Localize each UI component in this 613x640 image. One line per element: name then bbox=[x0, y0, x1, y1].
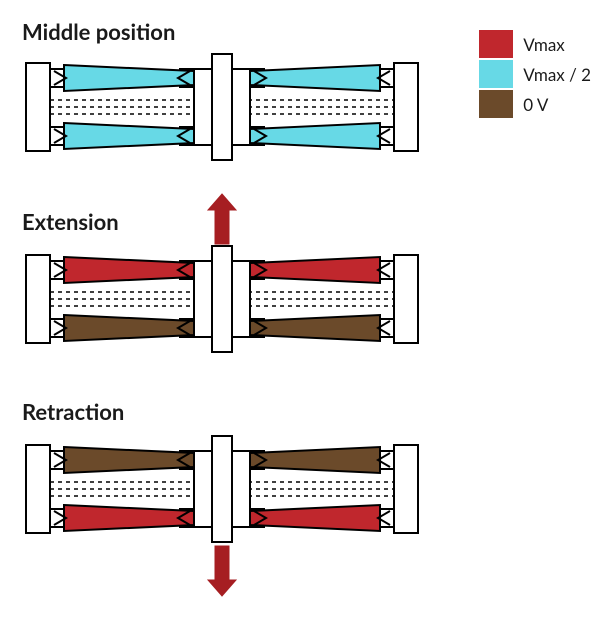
section-title-extension: Extension bbox=[22, 208, 119, 235]
legend-swatch bbox=[479, 60, 513, 88]
section-title-middle: Middle position bbox=[22, 18, 175, 45]
section-title-retraction: Retraction bbox=[22, 398, 124, 425]
legend-item: Vmax bbox=[479, 30, 591, 58]
legend-label: 0 V bbox=[523, 94, 548, 115]
assembly-retraction bbox=[22, 434, 422, 544]
assembly-middle bbox=[22, 52, 422, 162]
legend-swatch bbox=[479, 30, 513, 58]
legend-swatch bbox=[479, 90, 513, 118]
legend-item: Vmax / 2 bbox=[479, 60, 591, 88]
legend-label: Vmax / 2 bbox=[523, 64, 591, 85]
legend-label: Vmax bbox=[523, 34, 564, 55]
assembly-extension bbox=[22, 244, 422, 354]
legend-item: 0 V bbox=[479, 90, 591, 118]
legend: Vmax Vmax / 2 0 V bbox=[479, 30, 591, 120]
